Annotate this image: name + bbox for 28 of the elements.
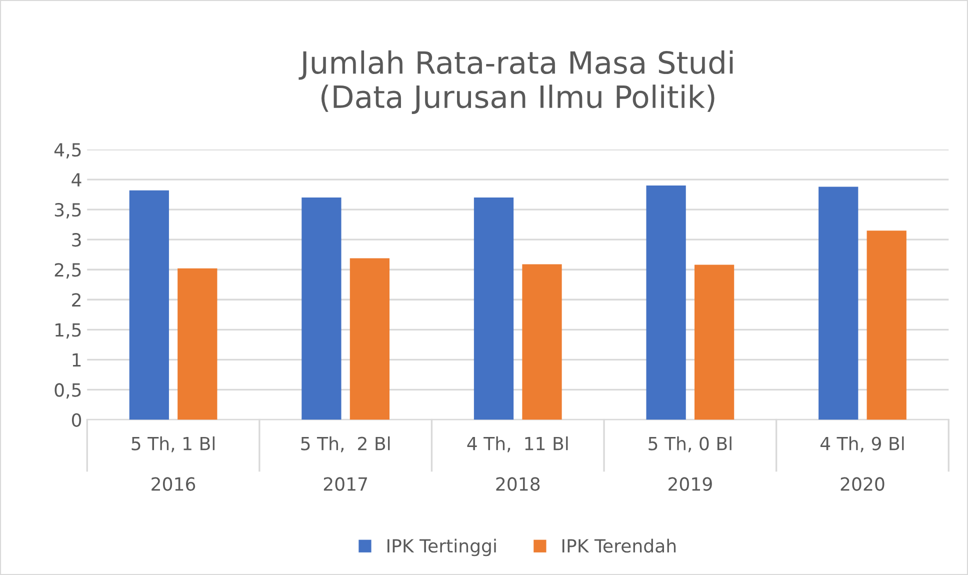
bar (522, 264, 562, 420)
y-tick-label: 1,5 (56, 323, 81, 339)
y-tick-label: 3,5 (54, 203, 81, 219)
category-label: 4 Th, 11 Bl 2018 (467, 436, 568, 491)
y-tick-label: 1 (72, 353, 81, 367)
category-label: 5 Th, 1 Bl 2016 (132, 436, 214, 491)
y-tick-label: 4 (72, 173, 82, 186)
category-label: 4 Th, 9 Bl 2020 (820, 436, 904, 491)
y-tick-label: 0,5 (54, 383, 81, 399)
y-tick-label: 0 (72, 413, 82, 427)
y-tick-label: 3 (72, 233, 81, 247)
bar (474, 198, 514, 420)
bar (866, 230, 906, 420)
y-tick-label: 2 (72, 293, 80, 306)
bar (302, 198, 342, 420)
category-label: 5 Th, 0 Bl 2019 (648, 436, 732, 491)
bar (694, 264, 734, 420)
chart-title: Jumlah Rata-rata Masa Studi (Data Jurusan Ilmu Politik) (298, 50, 733, 114)
bar (129, 190, 169, 420)
bar (818, 186, 858, 420)
legend-label: IPK Terendah (562, 538, 676, 553)
bar (178, 268, 218, 420)
legend-label: IPK Tertinggi (388, 538, 496, 556)
category-label: 5 Th, 2 Bl 2017 (301, 436, 390, 491)
y-tick-label: 2,5 (54, 263, 81, 279)
bar (646, 186, 686, 420)
y-tick-label: 4,5 (54, 143, 81, 158)
bar (350, 258, 390, 420)
